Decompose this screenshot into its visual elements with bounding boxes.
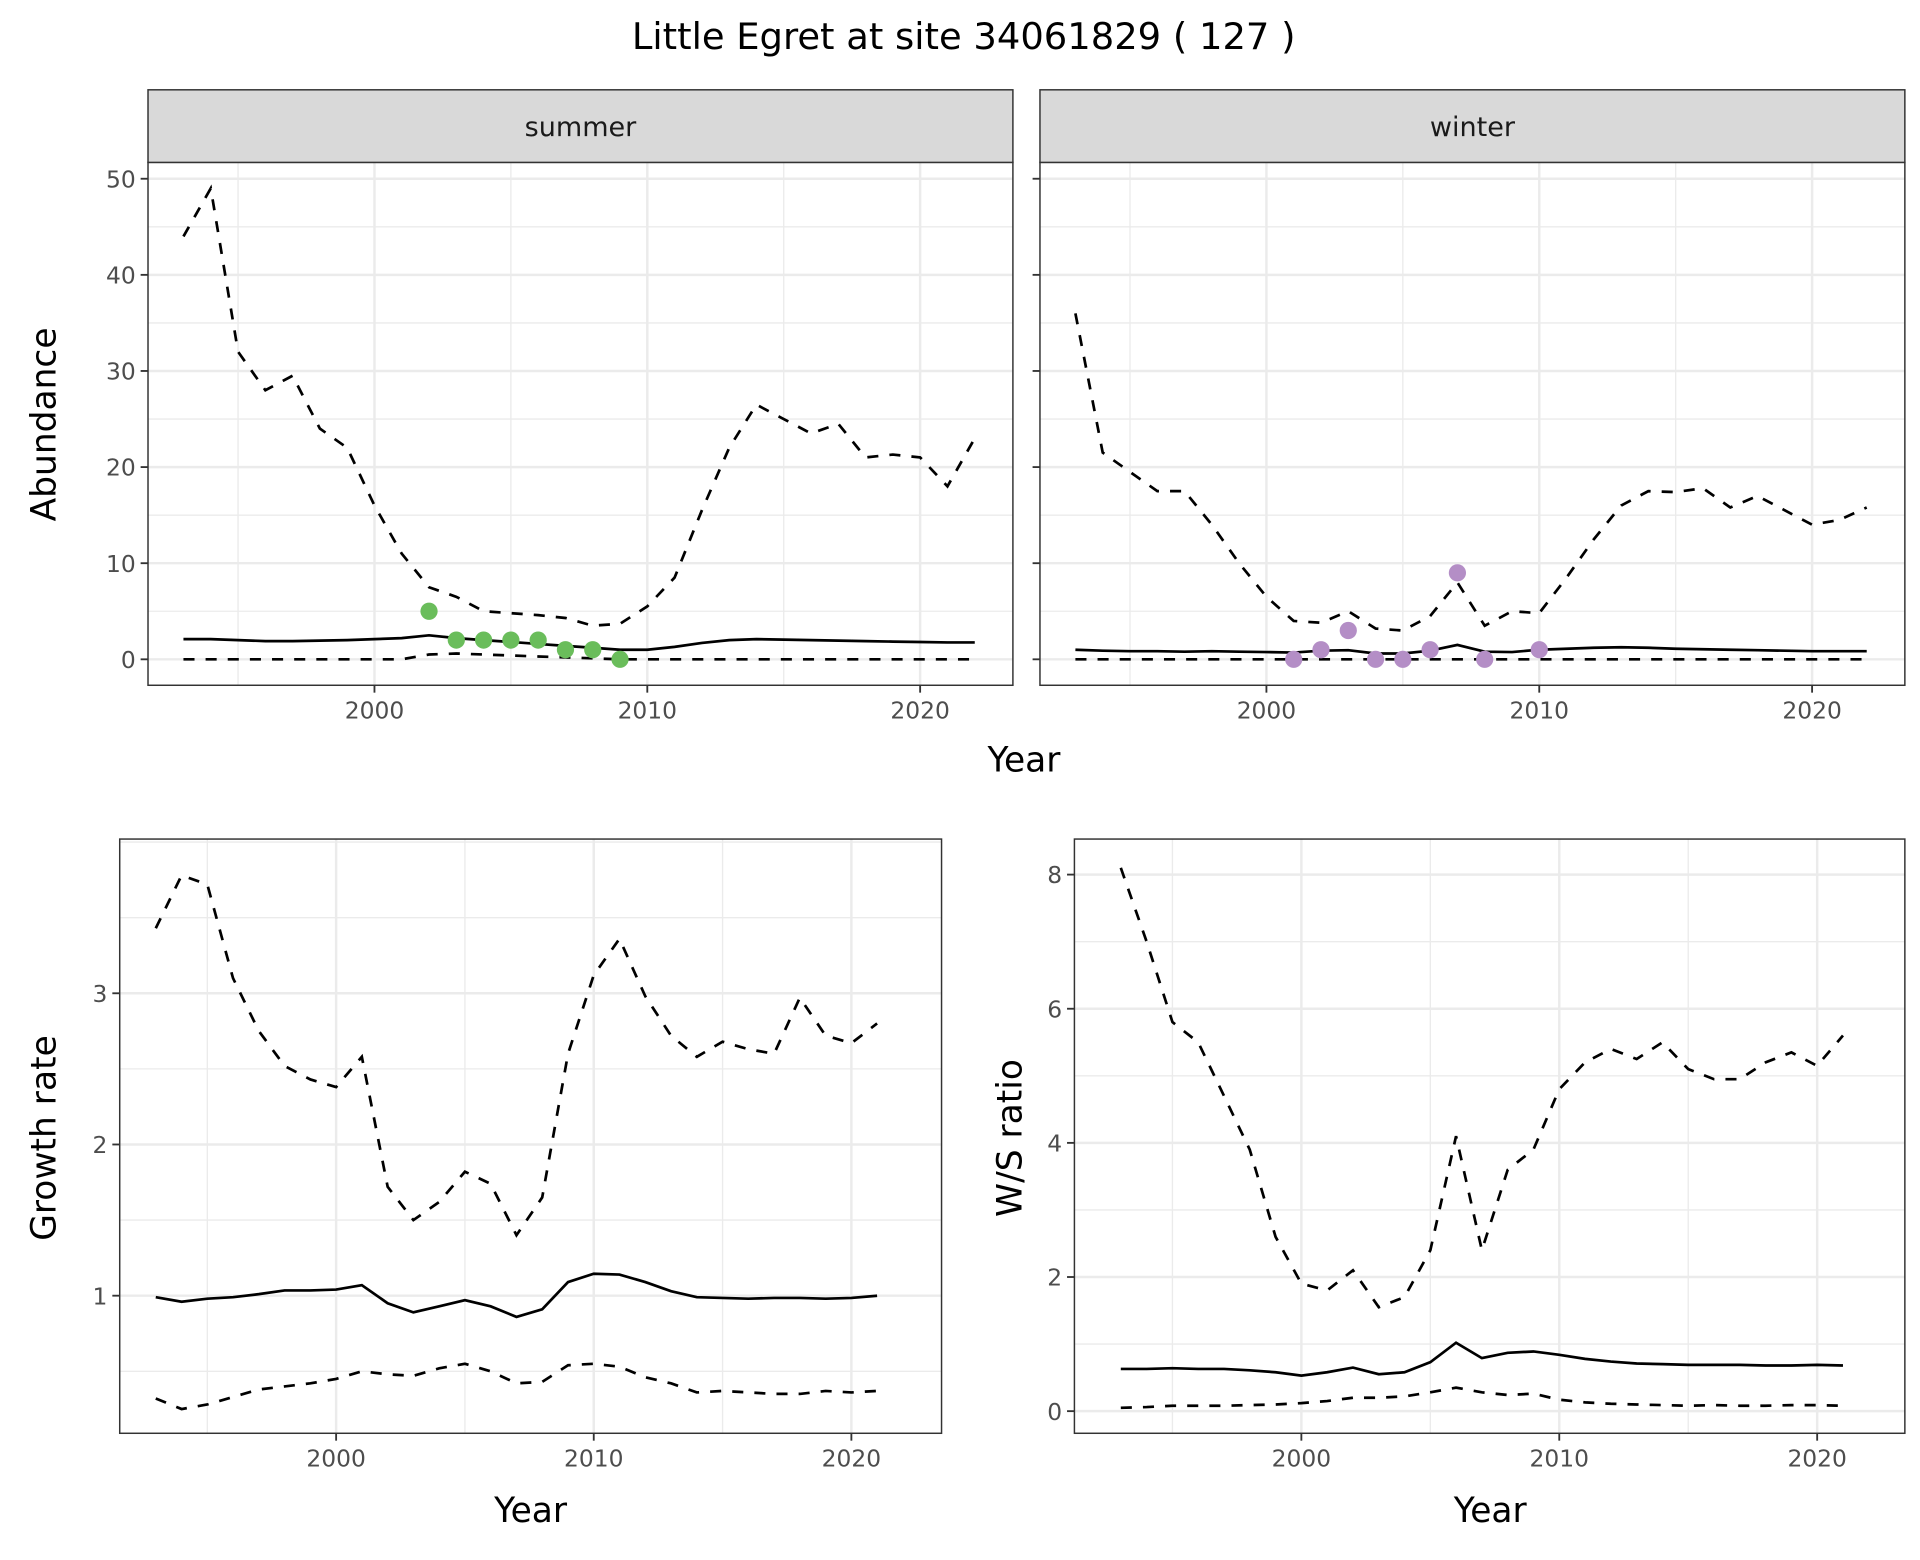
y-tick-label: 30 (106, 358, 136, 386)
data-point (1421, 641, 1439, 659)
x-axis-title: Year (987, 740, 1062, 780)
x-tick-label: 2010 (618, 696, 677, 724)
y-tick-label: 6 (1047, 995, 1062, 1023)
x-tick-label: 2010 (1510, 696, 1569, 724)
data-point (1530, 641, 1548, 659)
facet-strip-label: winter (1430, 112, 1516, 143)
data-point (611, 650, 629, 668)
data-point (1394, 650, 1412, 668)
data-point (1312, 641, 1330, 659)
x-tick-label: 2000 (1272, 1444, 1331, 1472)
data-point (474, 631, 493, 649)
series-line-upper-bound (1119, 867, 1845, 1309)
y-tick-label: 40 (106, 261, 136, 289)
panel-growth: 2000 2010 2020 1 2 3 Year Growth rate (25, 838, 943, 1531)
y-axis-title: Abundance (25, 327, 65, 521)
series-line-upper-bound (154, 873, 878, 1238)
panel-winter: winter 2000 2010 2020 (1032, 89, 1906, 724)
data-point (447, 631, 465, 649)
series-line-estimate (1075, 643, 1867, 655)
series-line-lower-bound (1120, 1386, 1844, 1410)
x-tick-label: 2000 (306, 1444, 365, 1472)
y-tick-label: 0 (1047, 1398, 1062, 1426)
data-point (1366, 650, 1385, 668)
x-axis-title: Year (493, 1491, 568, 1531)
data-point (1476, 650, 1494, 668)
chart-title: Little Egret at site 34061829 ( 127 ) (632, 15, 1296, 58)
x-tick-label: 2020 (890, 696, 949, 724)
y-axis-title: W/S ratio (991, 1059, 1031, 1217)
x-axis-title: Year (1453, 1491, 1528, 1531)
panel-summer: summer 2000 2010 2020 0 10 20 30 40 50 Year Abundan… (25, 89, 1062, 780)
data-point (502, 631, 520, 649)
x-tick-label: 2020 (1782, 696, 1841, 724)
plot-background (148, 162, 1013, 686)
facet-strip (147, 89, 1014, 164)
series-line-lower-bound (155, 1362, 878, 1411)
data-point (1285, 650, 1303, 668)
y-tick-label: 1 (93, 1282, 108, 1310)
x-tick-label: 2000 (345, 696, 404, 724)
panel-border (1073, 838, 1906, 1435)
y-tick-label: 8 (1047, 861, 1062, 889)
y-tick-label: 10 (106, 550, 136, 578)
y-tick-label: 2 (93, 1131, 108, 1159)
plot-background (119, 839, 942, 1434)
y-tick-label: 20 (106, 454, 136, 482)
y-tick-label: 50 (106, 165, 136, 193)
x-tick-label: 2010 (1530, 1444, 1589, 1472)
data-point (1339, 621, 1357, 640)
y-tick-label: 2 (1047, 1264, 1062, 1292)
facet-strip (1039, 89, 1906, 164)
y-axis-title: Growth rate (25, 1035, 65, 1241)
y-tick-label: 4 (1047, 1129, 1062, 1157)
series-line-upper-bound (182, 184, 976, 628)
y-tick-label: 3 (93, 980, 108, 1008)
series-line-upper-bound (1074, 313, 1868, 632)
series-line-estimate (155, 1272, 878, 1319)
data-point (420, 602, 438, 620)
data-point (584, 641, 602, 659)
x-tick-label: 2000 (1237, 696, 1296, 724)
y-tick-label: 0 (121, 646, 136, 674)
plot-background (1039, 162, 1905, 686)
series-line-estimate (1120, 1341, 1844, 1377)
data-point (556, 641, 575, 659)
x-tick-label: 2020 (1787, 1444, 1846, 1472)
x-tick-label: 2020 (822, 1444, 881, 1472)
data-point (529, 631, 547, 649)
x-tick-label: 2010 (564, 1444, 623, 1472)
panel-border (118, 838, 943, 1435)
data-point (1448, 564, 1467, 582)
series-line-estimate (183, 633, 975, 652)
plot-background (1074, 839, 1905, 1434)
panel-ratio: 2000 2010 2020 0 2 4 6 8 Year W/S ratio (991, 838, 1906, 1531)
facet-strip-label: summer (525, 112, 638, 143)
